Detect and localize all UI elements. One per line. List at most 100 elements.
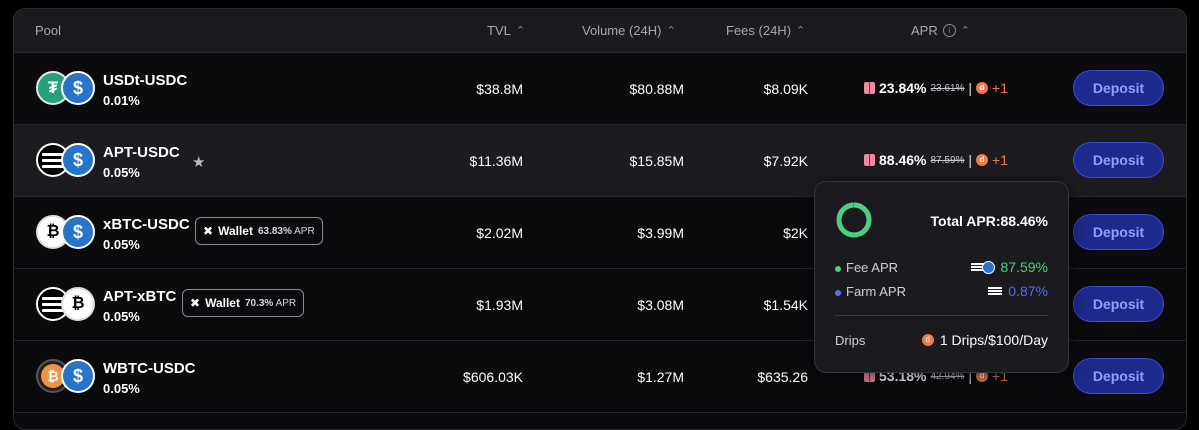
farm-apr-value: 0.87% bbox=[1008, 283, 1048, 299]
fees-value: $1.54K bbox=[763, 297, 808, 313]
drip-icon: d bbox=[976, 154, 989, 166]
fees-value: $2K bbox=[783, 225, 808, 241]
fee-apr-row: Fee APR 87.59% bbox=[835, 259, 1048, 275]
wallet-apr-badge[interactable]: ✖ Wallet 63.83% APR bbox=[195, 217, 323, 245]
gift-icon bbox=[864, 154, 875, 166]
header-apr[interactable]: APR i ⌃ bbox=[911, 23, 970, 38]
volume-value: $3.08M bbox=[637, 297, 684, 313]
fees-value: $8.09K bbox=[763, 81, 808, 97]
xbtc-icon: ₿ bbox=[61, 287, 95, 321]
pool-fee-tier: 0.05% bbox=[103, 309, 140, 324]
drip-icon: d bbox=[976, 82, 989, 94]
farm-apr-row: Farm APR 0.87% bbox=[835, 283, 1048, 299]
pool-fee-tier: 0.05% bbox=[103, 165, 140, 180]
drip-bonus: +1 bbox=[992, 152, 1009, 168]
separator: | bbox=[968, 368, 973, 384]
deposit-button[interactable]: Deposit bbox=[1073, 286, 1164, 322]
pool-pair[interactable]: APT-xBTC bbox=[103, 288, 177, 305]
apr-value: 88.46% bbox=[879, 152, 927, 168]
farm-apr-label-wrap: Farm APR bbox=[835, 284, 906, 299]
sort-icon[interactable]: ⌃ bbox=[666, 24, 676, 37]
fees-value: $635.26 bbox=[757, 369, 808, 385]
tvl-value: $38.8M bbox=[476, 81, 523, 97]
pool-pair[interactable]: APT-USDC bbox=[103, 144, 180, 161]
usdc-icon: $ bbox=[61, 359, 95, 393]
apr-previous: 23.61% bbox=[930, 82, 965, 94]
token-pair-icons: ₿ $ bbox=[36, 359, 98, 395]
apr-previous: 42.94% bbox=[930, 370, 965, 382]
sort-icon[interactable]: ⌃ bbox=[515, 24, 526, 37]
drips-value-wrap: d 1 Drips/$100/Day bbox=[921, 332, 1048, 348]
drips-row: Drips d 1 Drips/$100/Day bbox=[835, 332, 1048, 348]
apr-previous: 87.59% bbox=[930, 154, 965, 166]
wallet-apr-badge[interactable]: ✖ Wallet 70.3% APR bbox=[182, 289, 305, 317]
tvl-value: $1.93M bbox=[476, 297, 523, 313]
drip-icon: d bbox=[921, 334, 934, 346]
token-pair-icons: $ bbox=[36, 143, 98, 179]
deposit-button[interactable]: Deposit bbox=[1073, 358, 1164, 394]
gift-icon bbox=[864, 370, 875, 382]
drip-bonus: +1 bbox=[992, 80, 1009, 96]
drips-value: 1 Drips/$100/Day bbox=[939, 332, 1048, 348]
pool-pair[interactable]: USDt-USDC bbox=[103, 72, 188, 89]
header-fees[interactable]: Fees (24H) ⌃ bbox=[726, 23, 805, 38]
table-row[interactable]: ₿ APT-xBTC 0.05% ✖ Wallet 70.3% APR $1.9… bbox=[14, 269, 1186, 341]
apr-cell[interactable]: 23.84% 23.61% | d +1 bbox=[864, 80, 1008, 96]
wallet-x-icon: ✖ bbox=[203, 224, 214, 238]
pool-pair[interactable]: WBTC-USDC bbox=[103, 360, 196, 377]
token-pair-icons: ₿ $ bbox=[36, 215, 98, 251]
fee-apr-value: 87.59% bbox=[1000, 259, 1048, 275]
tvl-value: $2.02M bbox=[476, 225, 523, 241]
header-pool: Pool bbox=[35, 23, 61, 38]
table-row[interactable]: ₿ $ xBTC-USDC 0.05% ✖ Wallet 63.83% APR … bbox=[14, 197, 1186, 269]
apr-cell[interactable]: 88.46% 87.59% | d +1 bbox=[864, 152, 1008, 168]
usdc-icon: $ bbox=[61, 143, 95, 177]
apt-mini-icon bbox=[988, 287, 1003, 295]
fee-dot-icon bbox=[835, 265, 841, 272]
wallet-x-icon: ✖ bbox=[190, 296, 201, 310]
farm-apr-value-wrap: 0.87% bbox=[988, 283, 1048, 299]
header-pool-label: Pool bbox=[35, 23, 62, 38]
pool-fee-tier: 0.01% bbox=[103, 93, 140, 108]
volume-value: $80.88M bbox=[629, 81, 684, 97]
header-tvl-label: TVL bbox=[487, 23, 511, 38]
tvl-value: $606.03K bbox=[463, 369, 523, 385]
volume-value: $1.27M bbox=[637, 369, 684, 385]
usdc-icon: $ bbox=[61, 215, 95, 249]
separator: | bbox=[968, 80, 973, 96]
header-fees-label: Fees (24H) bbox=[726, 23, 792, 38]
deposit-button[interactable]: Deposit bbox=[1073, 70, 1164, 106]
star-icon[interactable]: ★ bbox=[192, 154, 206, 171]
deposit-button[interactable]: Deposit bbox=[1073, 214, 1164, 250]
farm-dot-icon bbox=[835, 289, 841, 296]
apr-donut-chart bbox=[836, 202, 872, 238]
table-row[interactable]: ₿ $ WBTC-USDC 0.05% $606.03K $1.27M $635… bbox=[14, 341, 1186, 413]
sort-icon[interactable]: ⌃ bbox=[960, 24, 970, 37]
pool-pair[interactable]: xBTC-USDC bbox=[103, 216, 190, 233]
apr-breakdown-tooltip: Total APR:88.46% Fee APR 87.59% Farm APR… bbox=[814, 181, 1069, 373]
table-row[interactable]: ₮ $ USDt-USDC 0.01% $38.8M $80.88M $8.09… bbox=[14, 53, 1186, 125]
header-apr-label: APR bbox=[911, 23, 938, 38]
apt-usdc-mini-icon bbox=[970, 260, 995, 274]
fee-apr-label: Fee APR bbox=[846, 259, 899, 275]
wallet-label: Wallet bbox=[218, 224, 253, 238]
apr-value: 23.84% bbox=[879, 80, 927, 96]
fee-apr-label-wrap: Fee APR bbox=[835, 260, 898, 275]
gift-icon bbox=[864, 82, 875, 94]
sort-icon[interactable]: ⌃ bbox=[796, 24, 806, 37]
fees-value: $7.92K bbox=[763, 153, 808, 169]
wallet-apr-value: 63.83% APR bbox=[257, 225, 315, 237]
volume-value: $3.99M bbox=[637, 225, 684, 241]
header-tvl[interactable]: TVL ⌃ bbox=[487, 23, 525, 38]
header-volume[interactable]: Volume (24H) ⌃ bbox=[582, 23, 676, 38]
wallet-label: Wallet bbox=[205, 296, 240, 310]
drips-label: Drips bbox=[835, 332, 866, 348]
farm-apr-label: Farm APR bbox=[846, 283, 906, 299]
separator: | bbox=[968, 152, 973, 168]
tooltip-divider bbox=[835, 315, 1048, 316]
info-icon[interactable]: i bbox=[942, 24, 956, 37]
deposit-button[interactable]: Deposit bbox=[1073, 142, 1164, 178]
volume-value: $15.85M bbox=[629, 153, 684, 169]
token-pair-icons: ₮ $ bbox=[36, 71, 98, 107]
drip-icon: d bbox=[976, 370, 989, 382]
